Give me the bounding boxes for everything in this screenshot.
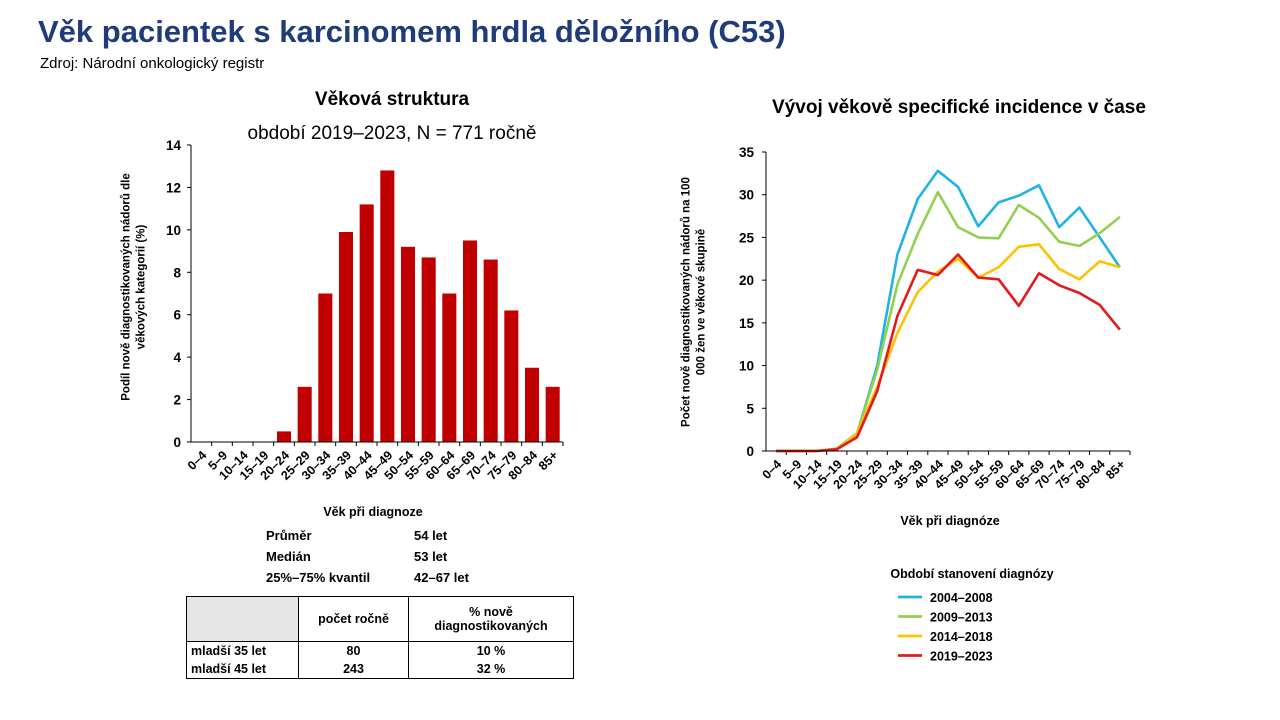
bar xyxy=(318,293,333,442)
bar xyxy=(462,240,478,442)
bar-x-tick-label: 0–4 xyxy=(185,448,210,473)
line-x-tick-label: 85+ xyxy=(1103,457,1128,482)
bar-y-tick-label: 14 xyxy=(166,138,182,153)
source-note: Zdroj: Národní onkologický registr xyxy=(40,55,265,72)
bar xyxy=(297,386,312,442)
bar-y-tick-label: 0 xyxy=(173,435,181,450)
page-title: Věk pacientek s karcinomem hrdla děložní… xyxy=(38,14,786,49)
young-patients-table: počet ročně % nově diagnostikovaných mla… xyxy=(186,596,574,679)
column-header-count: počet ročně xyxy=(298,596,409,642)
bar-y-tick-label: 12 xyxy=(166,180,181,195)
line-y-tick-label: 35 xyxy=(739,145,755,160)
line-x-tick-label: 0–4 xyxy=(760,457,785,482)
line-chart-legend: 2004–2008 2009–2013 2014–2018 2019–2023 xyxy=(898,591,993,664)
bar-y-tick-label: 2 xyxy=(173,393,181,408)
row-label: mladší 45 let xyxy=(186,660,299,679)
bar-y-tick-label: 6 xyxy=(173,308,181,323)
line-y-tick-label: 25 xyxy=(739,230,755,245)
bar-chart-subtitle: období 2019–2023, N = 771 ročně xyxy=(248,123,537,144)
row-percent: 10 % xyxy=(408,641,574,660)
bar-y-tick-label: 8 xyxy=(173,265,181,280)
line-y-tick-label: 5 xyxy=(746,401,754,416)
bar xyxy=(400,246,416,442)
bar-y-tick-label: 10 xyxy=(166,223,181,238)
bar-x-tick-label: 85+ xyxy=(536,448,561,473)
bar xyxy=(442,293,457,442)
bar xyxy=(380,170,395,442)
line-y-tick-label: 0 xyxy=(746,444,754,459)
bar xyxy=(338,231,354,442)
line-y-tick-label: 20 xyxy=(739,273,754,288)
bar-chart-y-axis-label: Podíl nově diagnostikovaných nádorů dle v… xyxy=(121,173,148,400)
mean-value: 54 let xyxy=(414,528,448,543)
incidence-trend-chart: Vývoj věkově specifické incidence v čase… xyxy=(681,97,1146,664)
table-header: počet ročně % nově diagnostikovaných xyxy=(186,596,574,642)
legend-label: 2009–2013 xyxy=(930,611,993,625)
series-line-2009–2013 xyxy=(776,190,1121,453)
legend-label: 2004–2008 xyxy=(930,591,993,605)
median-value: 53 let xyxy=(414,549,448,564)
bar-chart-x-axis-label: Věk při diagnoze xyxy=(323,505,422,519)
row-count: 243 xyxy=(298,660,409,679)
bar xyxy=(545,386,560,442)
bar-y-tick-label: 4 xyxy=(173,350,181,365)
line-y-tick-label: 15 xyxy=(739,316,755,331)
summary-stats: Průměr 54 let Medián 53 let 25%–75% kvanti… xyxy=(266,528,526,591)
table-row: mladší 35 let 80 10 % xyxy=(186,641,574,660)
line-y-tick-label: 10 xyxy=(739,359,754,374)
legend-label: 2019–2023 xyxy=(930,650,993,664)
table-corner-cell xyxy=(186,596,299,642)
iqr-label: 25%–75% kvantil xyxy=(266,570,371,585)
bar-chart-title: Věková struktura xyxy=(315,89,470,110)
mean-label: Průměr xyxy=(266,528,312,543)
bar xyxy=(359,204,374,442)
table-row: mladší 45 let 243 32 % xyxy=(186,660,574,679)
line-chart-title: Vývoj věkově specifické incidence v čase xyxy=(772,97,1146,118)
bar xyxy=(421,257,436,442)
line-chart-x-axis-label: Věk při diagnóze xyxy=(900,514,999,528)
bar xyxy=(276,431,292,442)
bar xyxy=(504,310,519,442)
row-label: mladší 35 let xyxy=(186,641,299,660)
legend-label: 2014–2018 xyxy=(930,630,993,644)
bar xyxy=(524,367,540,442)
line-chart-y-axis-label: Počet nově diagnostikovaných nádorů na 1… xyxy=(681,177,708,427)
median-label: Medián xyxy=(266,549,311,564)
age-structure-chart: Věková struktura období 2019–2023, N = 7… xyxy=(121,89,564,519)
series-line-2014–2018 xyxy=(776,243,1121,453)
legend-title: Období stanovení diagnózy xyxy=(890,567,1053,581)
series-line-2019–2023 xyxy=(776,253,1121,453)
line-y-tick-label: 30 xyxy=(739,188,754,203)
bar xyxy=(483,259,498,442)
iqr-value: 42–67 let xyxy=(414,570,469,585)
row-count: 80 xyxy=(298,641,409,660)
row-percent: 32 % xyxy=(408,660,574,679)
column-header-percent: % nově diagnostikovaných xyxy=(408,596,574,642)
series-line-2004–2008 xyxy=(776,169,1121,453)
